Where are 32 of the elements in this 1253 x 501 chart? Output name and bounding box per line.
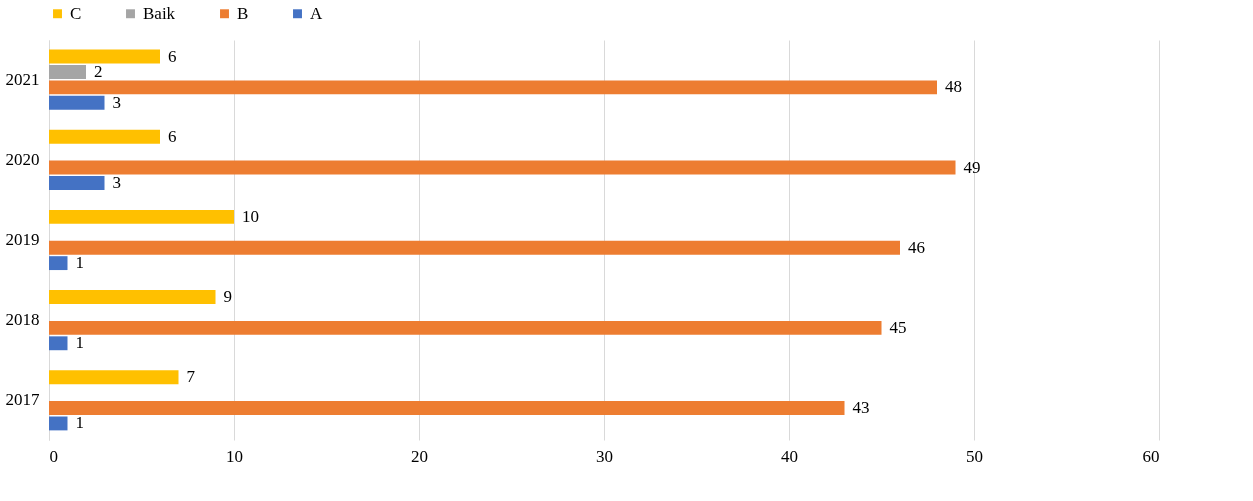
x-tick-label: 40 bbox=[781, 446, 798, 466]
legend-label: A bbox=[310, 3, 323, 23]
y-tick-label: 2020 bbox=[5, 149, 40, 169]
data-label: 2 bbox=[94, 61, 103, 81]
data-label: 46 bbox=[908, 237, 925, 257]
legend-label: Baik bbox=[143, 3, 176, 23]
y-tick-label: 2018 bbox=[5, 310, 40, 330]
data-label: 6 bbox=[168, 126, 177, 146]
x-tick-label: 20 bbox=[411, 446, 428, 466]
data-label: 45 bbox=[889, 317, 907, 337]
x-tick-label: 30 bbox=[596, 446, 613, 466]
data-label: 3 bbox=[112, 172, 121, 192]
x-tick-label: 10 bbox=[226, 446, 243, 466]
data-label: 49 bbox=[963, 157, 981, 177]
data-label: 43 bbox=[852, 398, 870, 418]
data-label: 48 bbox=[945, 77, 962, 97]
data-label: 1 bbox=[75, 333, 84, 353]
y-tick-label: 2021 bbox=[5, 69, 40, 89]
x-tick-label: 0 bbox=[49, 446, 58, 466]
y-tick-label: 2017 bbox=[5, 390, 40, 410]
data-label: 7 bbox=[186, 367, 196, 387]
x-tick-label: 50 bbox=[966, 446, 983, 466]
data-label: 9 bbox=[223, 287, 232, 307]
data-label: 1 bbox=[75, 253, 84, 273]
legend-label: C bbox=[70, 3, 82, 23]
data-label: 3 bbox=[112, 92, 121, 112]
data-label: 10 bbox=[242, 206, 259, 226]
y-tick-label: 2019 bbox=[5, 230, 40, 249]
legend-label: B bbox=[237, 3, 249, 23]
x-tick-label: 60 bbox=[1142, 446, 1160, 466]
data-label: 1 bbox=[75, 413, 84, 433]
data-label: 6 bbox=[168, 46, 177, 66]
